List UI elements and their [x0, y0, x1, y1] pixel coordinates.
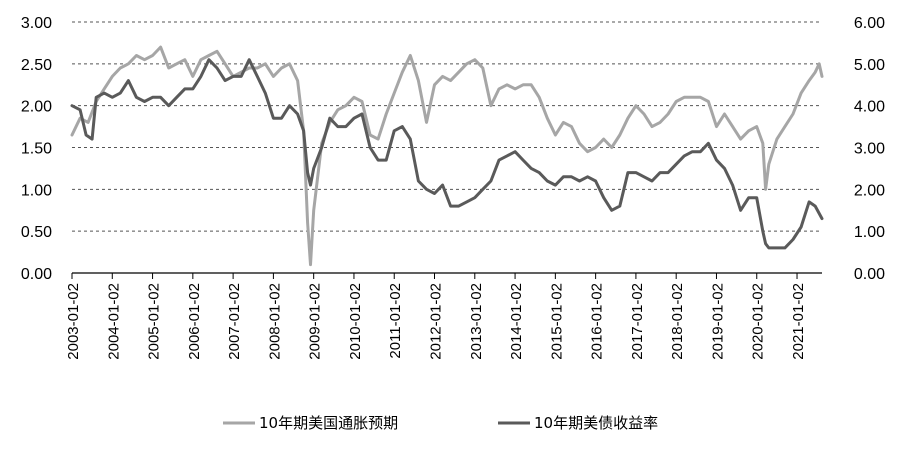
y-left-tick-label: 3.00 — [21, 15, 52, 32]
gridlines — [72, 21, 822, 232]
x-tick-label: 2008-01-02 — [266, 283, 283, 360]
x-tick-label: 2003-01-02 — [65, 283, 82, 360]
x-tick-label: 2017-01-02 — [629, 283, 646, 360]
y-left-tick-label: 1.50 — [21, 141, 52, 158]
x-tick-label: 2010-01-02 — [347, 283, 364, 360]
series-lines — [70, 45, 824, 267]
y-right-tick-label: 4.00 — [854, 99, 885, 116]
x-tick-label: 2009-01-02 — [307, 283, 324, 360]
y-left-tick-label: 0.00 — [21, 266, 52, 283]
legend-label-yield: 10年期美债收益率 — [534, 414, 658, 432]
x-tick-label: 2019-01-02 — [709, 283, 726, 360]
y-right-tick-label: 1.00 — [854, 224, 885, 241]
x-tick-label: 2020-01-02 — [750, 283, 767, 360]
y-left-tick-label: 1.00 — [21, 182, 52, 199]
y-left-tick-label: 0.50 — [21, 224, 52, 241]
y-right-tick-label: 0.00 — [854, 266, 885, 283]
legend-label-inflation: 10年期美国通胀预期 — [259, 414, 398, 432]
x-tick-label: 2014-01-02 — [508, 283, 525, 360]
x-tick-label: 2021-01-02 — [790, 283, 807, 360]
x-tick-label: 2013-01-02 — [468, 283, 485, 360]
x-tick-label: 2015-01-02 — [548, 283, 565, 360]
y-left-tick-label: 2.00 — [21, 99, 52, 116]
y-right-tick-label: 2.00 — [854, 182, 885, 199]
y-left-tick-label: 2.50 — [21, 57, 52, 74]
y-right-tick-label: 3.00 — [854, 141, 885, 158]
x-tick-label: 2012-01-02 — [428, 283, 445, 360]
legend: 10年期美国通胀预期 10年期美债收益率 — [223, 414, 658, 432]
y-axis-left: 0.00 0.50 1.00 1.50 2.00 2.50 3.00 — [21, 15, 52, 283]
x-tick-label: 2006-01-02 — [186, 283, 203, 360]
x-tick-label: 2016-01-02 — [589, 283, 606, 360]
y-right-tick-label: 5.00 — [854, 57, 885, 74]
x-tick-label: 2005-01-02 — [146, 283, 163, 360]
x-tick-label: 2007-01-02 — [226, 283, 243, 360]
x-tick-label: 2004-01-02 — [105, 283, 122, 360]
x-tick-label: 2018-01-02 — [669, 283, 686, 360]
series-line-inflation — [70, 45, 824, 267]
y-right-tick-label: 6.00 — [854, 15, 885, 32]
y-axis-right: 0.00 1.00 2.00 3.00 4.00 5.00 6.00 — [854, 15, 885, 283]
x-axis: 2003-01-02 2004-01-02 2005-01-02 2006-01-02… — [65, 273, 807, 360]
series-line-yield — [70, 58, 824, 250]
x-tick-label: 2011-01-02 — [387, 283, 404, 359]
